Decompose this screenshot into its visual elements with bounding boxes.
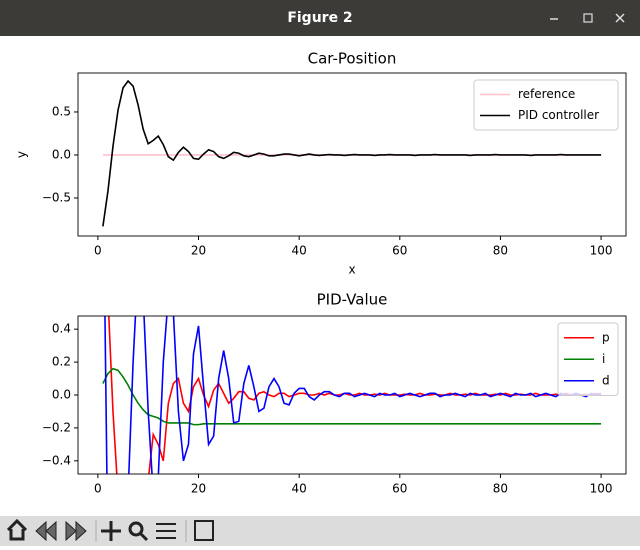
x-tick-label: 20 <box>191 482 206 496</box>
legend-label: PID controller <box>518 108 599 122</box>
x-tick-label: 80 <box>493 482 508 496</box>
save-button[interactable] <box>194 520 214 541</box>
axes-frame <box>77 72 627 237</box>
y-axis-label: y <box>15 151 29 158</box>
zoom-handle <box>138 531 149 542</box>
x-tick-label: 60 <box>392 482 407 496</box>
y-tick-label: 0.2 <box>52 355 71 369</box>
y-tick-label: −0.2 <box>42 420 71 434</box>
axes-frame <box>77 315 627 475</box>
forward-button[interactable] <box>65 520 87 542</box>
zoom-button[interactable] <box>128 521 144 537</box>
close-button[interactable] <box>615 13 625 23</box>
legend-label: reference <box>518 87 575 101</box>
x-tick-label: 100 <box>590 244 613 258</box>
y-tick-label: −0.4 <box>42 453 71 467</box>
x-tick-label: 100 <box>590 482 613 496</box>
toolbar-buttons <box>6 518 214 542</box>
pan-button[interactable] <box>101 521 121 541</box>
chart-title: Car-Position <box>308 50 397 68</box>
series-line <box>104 316 602 474</box>
y-tick-label: 0.0 <box>52 147 71 161</box>
title-bar <box>0 0 640 36</box>
legend-label: p <box>602 330 610 344</box>
x-tick-label: 40 <box>292 244 307 258</box>
x-tick-label: 80 <box>493 244 508 258</box>
plot-lines <box>102 316 602 474</box>
y-tick-label: 0.5 <box>52 104 71 118</box>
x-tick-label: 40 <box>292 482 307 496</box>
y-tick-label: −0.5 <box>42 190 71 204</box>
legend-label: d <box>602 373 610 387</box>
x-axis-label: x <box>348 263 355 277</box>
x-tick-label: 20 <box>191 244 206 258</box>
series-line <box>102 79 602 227</box>
back-button[interactable] <box>35 520 57 542</box>
y-tick-label: 0.4 <box>52 322 71 336</box>
legend-box <box>473 79 619 131</box>
y-tick-label: 0.0 <box>52 388 71 402</box>
x-tick-label: 0 <box>94 482 102 496</box>
plot-lines <box>102 79 602 227</box>
home-button[interactable] <box>6 518 28 541</box>
configure-button[interactable] <box>156 523 176 539</box>
series-line <box>102 367 602 426</box>
window-title: Figure 2 <box>287 10 352 26</box>
chart-title: PID-Value <box>317 291 388 309</box>
x-tick-label: 60 <box>392 244 407 258</box>
legend-label: i <box>602 352 605 366</box>
maximize-button[interactable] <box>583 13 593 23</box>
x-tick-label: 0 <box>94 244 102 258</box>
